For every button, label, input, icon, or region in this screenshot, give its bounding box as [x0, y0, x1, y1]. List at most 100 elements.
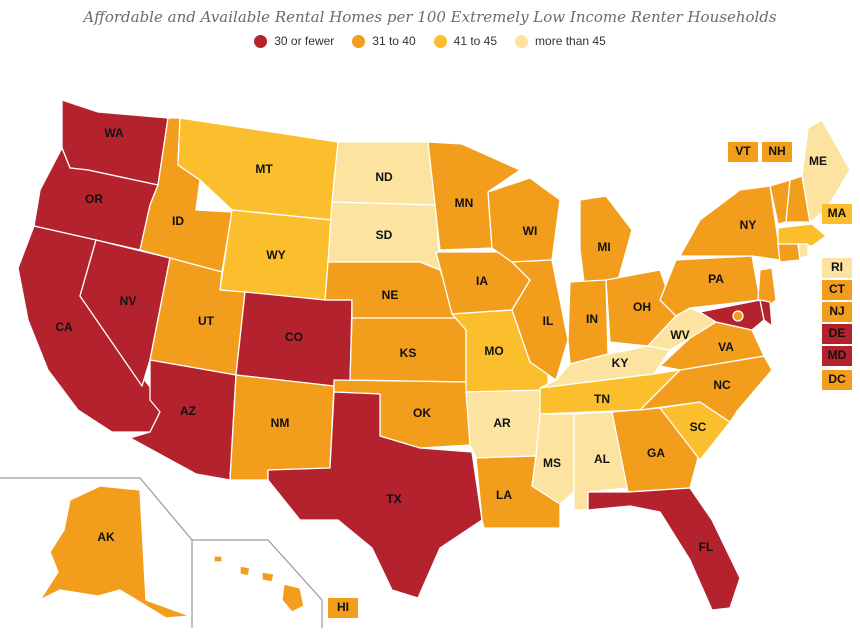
legend-item-31-to-40: 31 to 40: [352, 34, 416, 48]
label-MS: MS: [543, 456, 561, 470]
box-DE-label: DE: [829, 326, 846, 340]
state-WI[interactable]: [487, 177, 561, 263]
label-OK: OK: [413, 406, 431, 420]
state-NY[interactable]: [679, 185, 781, 261]
label-MN: MN: [455, 196, 474, 210]
label-KY: KY: [612, 356, 629, 370]
box-HI[interactable]: HI: [328, 598, 358, 618]
legend-label-more-than-45: more than 45: [535, 34, 606, 48]
label-AR: AR: [493, 416, 511, 430]
box-CT-swatch: [822, 280, 852, 300]
label-WI: WI: [523, 224, 538, 238]
label-IL: IL: [543, 314, 554, 328]
box-CT[interactable]: CT: [822, 280, 852, 300]
label-NM: NM: [271, 416, 290, 430]
legend-swatch-31-to-40: [352, 34, 366, 48]
label-NV: NV: [120, 294, 137, 308]
box-RI[interactable]: RI: [822, 258, 852, 278]
box-VT[interactable]: VT: [728, 142, 758, 162]
label-TN: TN: [594, 392, 610, 406]
state-MI[interactable]: [579, 195, 633, 283]
legend-label-30-or-fewer: 30 or fewer: [274, 34, 335, 48]
box-MD-label: MD: [828, 348, 847, 362]
box-NH[interactable]: NH: [762, 142, 792, 162]
label-AK: AK: [97, 530, 115, 544]
state-CT[interactable]: [777, 243, 801, 263]
box-MD[interactable]: MD: [822, 346, 852, 366]
label-MI: MI: [597, 240, 610, 254]
state-RI[interactable]: [797, 243, 809, 259]
state-DC[interactable]: [732, 310, 744, 322]
state-IL[interactable]: [511, 259, 569, 381]
box-DC-swatch: [822, 370, 852, 390]
alaska-inset-border: [0, 477, 193, 628]
label-SC: SC: [690, 420, 707, 434]
label-WV: WV: [670, 328, 689, 342]
box-CT-label: CT: [829, 282, 846, 296]
label-NY: NY: [740, 218, 757, 232]
legend-item-30-or-fewer: 30 or fewer: [254, 34, 334, 48]
label-AZ: AZ: [180, 404, 196, 418]
state-FL[interactable]: [587, 487, 741, 611]
box-NJ-label: NJ: [829, 304, 844, 318]
legend-swatch-30-or-fewer: [254, 34, 268, 48]
state-MD[interactable]: [699, 299, 765, 331]
label-UT: UT: [198, 314, 215, 328]
label-IA: IA: [476, 274, 488, 288]
box-MD-swatch: [822, 346, 852, 366]
label-FL: FL: [699, 540, 714, 554]
map-title: Affordable and Available Rental Homes pe…: [83, 8, 777, 26]
label-MO: MO: [484, 344, 503, 358]
box-NH-label: NH: [768, 144, 785, 158]
box-RI-swatch: [822, 258, 852, 278]
box-NH-swatch: [762, 142, 792, 162]
label-WY: WY: [266, 248, 285, 262]
label-OR: OR: [85, 192, 103, 206]
legend-item-more-than-45: more than 45: [515, 34, 606, 48]
state-labels: WA OR CA NV ID MT WY UT AZ CO NM ND SD N…: [55, 126, 827, 554]
label-ME: ME: [809, 154, 827, 168]
small-state-boxes: VT NH MA RI CT NJ DE MD: [328, 142, 852, 618]
state-TX[interactable]: [267, 391, 483, 599]
box-DC[interactable]: DC: [822, 370, 852, 390]
label-GA: GA: [647, 446, 665, 460]
label-CO: CO: [285, 330, 303, 344]
state-AK[interactable]: [39, 485, 191, 619]
box-HI-label: HI: [337, 600, 349, 614]
label-SD: SD: [376, 228, 393, 242]
box-DE[interactable]: DE: [822, 324, 852, 344]
box-DC-label: DC: [828, 372, 846, 386]
label-VA: VA: [718, 340, 734, 354]
box-VT-swatch: [728, 142, 758, 162]
box-HI-swatch: [328, 598, 358, 618]
legend-swatch-41-to-45: [433, 34, 447, 48]
state-HI[interactable]: [213, 555, 305, 613]
box-MA-label: MA: [828, 206, 847, 220]
box-RI-label: RI: [831, 260, 843, 274]
label-MT: MT: [255, 162, 273, 176]
state-DE[interactable]: [759, 299, 773, 327]
box-NJ-swatch: [822, 302, 852, 322]
state-MA[interactable]: [777, 223, 827, 247]
label-AL: AL: [594, 452, 610, 466]
label-PA: PA: [708, 272, 724, 286]
label-NC: NC: [713, 378, 731, 392]
label-ND: ND: [375, 170, 393, 184]
label-WA: WA: [104, 126, 124, 140]
label-LA: LA: [496, 488, 512, 502]
legend-swatch-more-than-45: [515, 34, 529, 48]
label-ID: ID: [172, 214, 184, 228]
box-NJ[interactable]: NJ: [822, 302, 852, 322]
legend-label-31-to-40: 31 to 40: [372, 34, 416, 48]
label-IN: IN: [586, 312, 598, 326]
state-ME[interactable]: [801, 119, 851, 223]
label-KS: KS: [400, 346, 417, 360]
label-OH: OH: [633, 300, 651, 314]
legend-label-41-to-45: 41 to 45: [453, 34, 498, 48]
box-MA[interactable]: MA: [822, 204, 852, 224]
hawaii-inset-border: [192, 539, 323, 628]
label-NE: NE: [382, 288, 399, 302]
legend: 30 or fewer 31 to 40 41 to 45 more than …: [0, 34, 860, 48]
label-TX: TX: [386, 492, 401, 506]
